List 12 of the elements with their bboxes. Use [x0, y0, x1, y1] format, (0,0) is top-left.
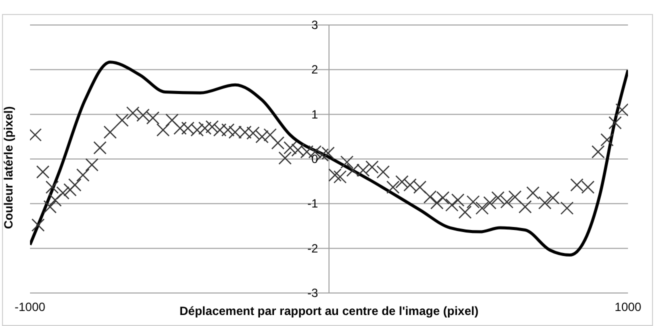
line-series	[30, 60, 628, 257]
y-tick-label: 0	[311, 152, 318, 166]
x-tick-label: -1000	[14, 300, 46, 314]
y-axis-title: Couleur latérle (pixel)	[1, 106, 16, 229]
y-tick-label: 1	[311, 107, 318, 122]
y-tick-label: 2	[311, 62, 318, 77]
x-tick-label: 1000	[614, 300, 642, 314]
y-tick-label: -1	[307, 196, 318, 211]
y-tick-label: -3	[307, 286, 318, 300]
x-axis-title: Déplacement par rapport au centre de l'image (pixel)	[180, 304, 478, 318]
y-tick-label: -2	[307, 241, 318, 256]
y-tick-label: 3	[311, 18, 318, 32]
